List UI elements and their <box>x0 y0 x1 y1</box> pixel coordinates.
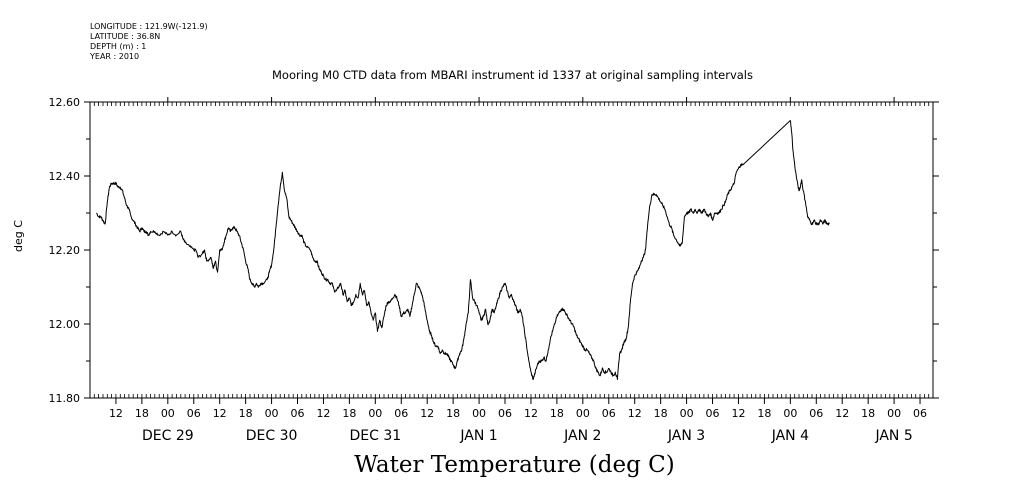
series-line <box>96 120 830 380</box>
x-tick-label: 12 <box>835 407 849 420</box>
chart-title: Mooring M0 CTD data from MBARI instrumen… <box>272 68 753 82</box>
y-tick-label: 12.60 <box>49 96 81 109</box>
x-day-label: DEC 31 <box>349 428 401 444</box>
x-tick-label: 12 <box>731 407 745 420</box>
x-tick-label: 12 <box>524 407 538 420</box>
x-tick-label: 00 <box>265 407 279 420</box>
x-minor-ticks <box>89 102 934 398</box>
x-day-label: JAN 4 <box>771 428 809 444</box>
metadata-block: LONGITUDE : 121.9W(-121.9) LATITUDE : 36… <box>90 22 208 62</box>
x-tick-label: 18 <box>135 407 149 420</box>
x-tick-label: 00 <box>576 407 590 420</box>
x-day-label: DEC 30 <box>246 428 298 444</box>
x-tick-label: 00 <box>472 407 486 420</box>
y-tick-label: 11.80 <box>49 392 81 405</box>
x-day-label: DEC 29 <box>142 428 194 444</box>
x-tick-label: 18 <box>342 407 356 420</box>
x-tick-label: 18 <box>550 407 564 420</box>
x-tick-label: 00 <box>680 407 694 420</box>
x-day-label: JAN 1 <box>459 428 497 444</box>
x-tick-label: 18 <box>861 407 875 420</box>
x-tick-label: 00 <box>887 407 901 420</box>
x-tick-label: 06 <box>913 407 927 420</box>
x-tick-label: 06 <box>187 407 201 420</box>
x-day-label: JAN 3 <box>667 428 705 444</box>
y-tick-label: 12.00 <box>49 318 81 331</box>
x-tick-label: 18 <box>446 407 460 420</box>
y-axis-label: deg C <box>12 220 25 252</box>
x-tick-label: 18 <box>757 407 771 420</box>
x-tick-label: 12 <box>628 407 642 420</box>
x-tick-label: 06 <box>809 407 823 420</box>
x-tick-label: 06 <box>498 407 512 420</box>
meta-longitude: LONGITUDE : 121.9W(-121.9) <box>90 22 208 31</box>
x-tick-label: 06 <box>394 407 408 420</box>
meta-depth: DEPTH (m) : 1 <box>90 42 147 51</box>
x-tick-label: 12 <box>109 407 123 420</box>
meta-latitude: LATITUDE : 36.8N <box>90 32 161 41</box>
plot-frame <box>89 101 934 399</box>
x-axis-label: Water Temperature (deg C) <box>354 452 675 478</box>
x-tick-label: 00 <box>368 407 382 420</box>
x-tick-label: 00 <box>161 407 175 420</box>
x-day-label: JAN 5 <box>874 428 912 444</box>
meta-year: YEAR : 2010 <box>90 52 140 61</box>
y-tick-label: 12.40 <box>49 170 81 183</box>
x-tick-label: 18 <box>654 407 668 420</box>
x-tick-label: 00 <box>783 407 797 420</box>
x-tick-label: 12 <box>420 407 434 420</box>
x-tick-label: 12 <box>316 407 330 420</box>
x-tick-label: 06 <box>706 407 720 420</box>
x-tick-label: 12 <box>213 407 227 420</box>
x-day-label: JAN 2 <box>563 428 601 444</box>
x-tick-label: 06 <box>291 407 305 420</box>
x-tick-label: 18 <box>239 407 253 420</box>
x-tick-label: 06 <box>602 407 616 420</box>
y-tick-label: 12.20 <box>49 244 81 257</box>
